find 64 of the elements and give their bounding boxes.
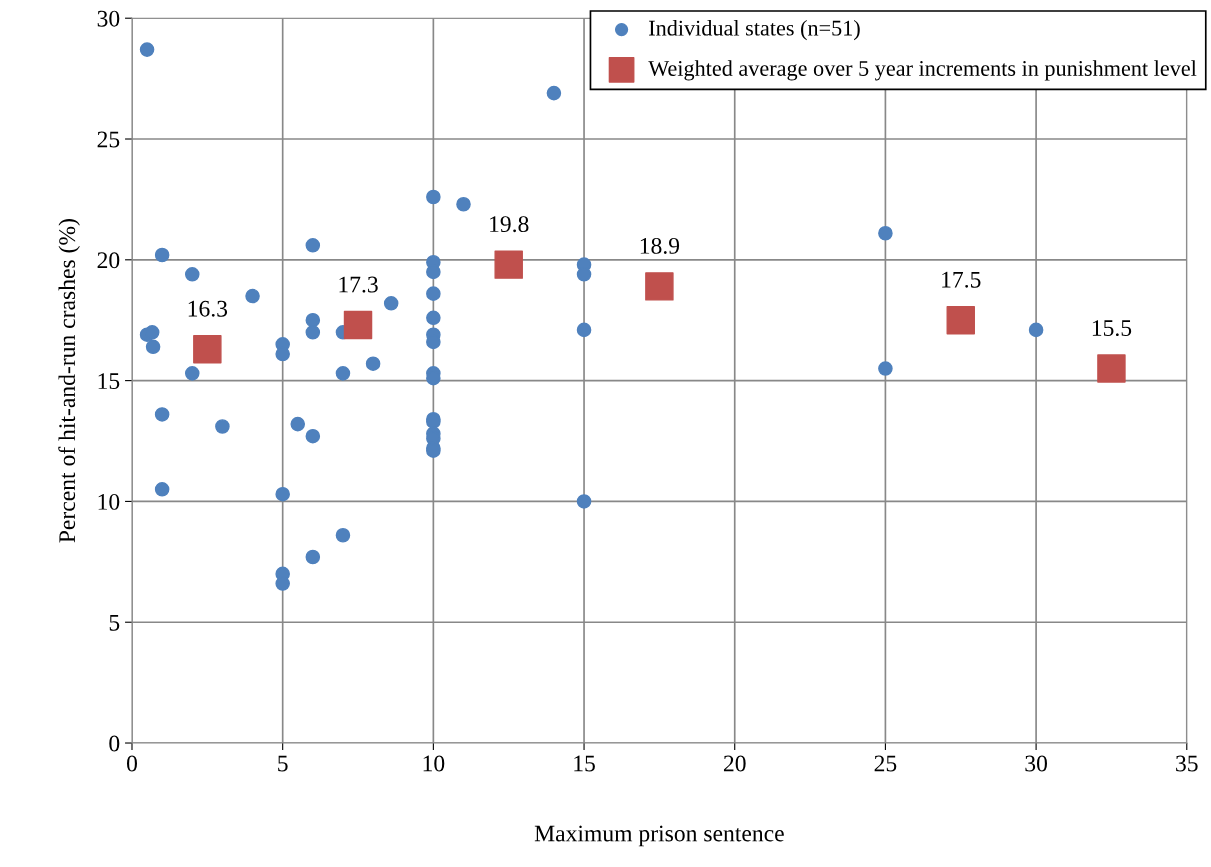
point <box>145 339 161 355</box>
y-tick-label: 5 <box>109 614 120 631</box>
y-axis-title: Percent of hit-and-run crashes (%) <box>58 219 80 543</box>
x-tick-label: 10 <box>423 755 445 772</box>
x-tick-label: 20 <box>723 755 746 772</box>
point <box>946 305 975 335</box>
point <box>494 250 523 279</box>
point <box>144 325 160 340</box>
point <box>576 267 592 282</box>
point <box>1028 322 1044 338</box>
point <box>305 238 321 253</box>
point <box>154 247 170 263</box>
point <box>290 416 306 432</box>
point <box>878 361 893 376</box>
data-label: 15.5 <box>1092 320 1132 337</box>
point <box>154 482 170 497</box>
data-label: 18.9 <box>640 237 680 254</box>
legend-label: Individual states (n=51) <box>649 19 860 41</box>
point <box>193 334 222 364</box>
point <box>426 286 441 301</box>
point <box>365 356 381 371</box>
point <box>426 189 441 205</box>
data-label: 17.3 <box>339 276 378 293</box>
point <box>335 527 351 543</box>
point <box>215 419 230 434</box>
point <box>305 428 321 444</box>
point <box>305 325 321 340</box>
x-tick-label: 15 <box>574 755 595 772</box>
data-label: 16.3 <box>188 300 228 317</box>
point <box>184 366 200 381</box>
y-tick-label: 20 <box>97 252 120 269</box>
x-tick-label: 0 <box>127 755 137 772</box>
point <box>184 267 200 282</box>
point <box>305 549 321 565</box>
point <box>426 310 441 326</box>
point <box>546 85 562 101</box>
data-label: 19.8 <box>490 216 529 233</box>
x-tick-label: 30 <box>1025 755 1047 772</box>
point <box>576 494 592 509</box>
point <box>1097 354 1126 383</box>
point <box>275 576 290 591</box>
data-label: 17.5 <box>942 271 981 288</box>
point <box>383 296 399 311</box>
point <box>139 42 155 57</box>
x-axis-title: Maximum prison sentence <box>534 825 784 847</box>
point <box>245 288 260 304</box>
point <box>335 366 351 381</box>
y-tick-label: 25 <box>97 131 120 148</box>
point <box>275 486 290 502</box>
point <box>456 196 471 212</box>
x-tick-label: 5 <box>278 755 288 772</box>
point <box>154 407 170 422</box>
y-tick-label: 30 <box>97 10 120 27</box>
y-tick-label: 15 <box>98 373 120 390</box>
legend-label: Weighted average over 5 year increments in punishment level <box>648 60 1197 81</box>
point <box>305 312 321 328</box>
point <box>645 272 674 301</box>
y-tick-label: 0 <box>109 735 120 752</box>
point <box>343 310 373 340</box>
y-tick-label: 10 <box>98 493 120 510</box>
x-tick-label: 35 <box>1176 755 1198 772</box>
x-tick-label: 25 <box>874 755 897 772</box>
point <box>576 322 592 338</box>
point <box>878 225 893 241</box>
